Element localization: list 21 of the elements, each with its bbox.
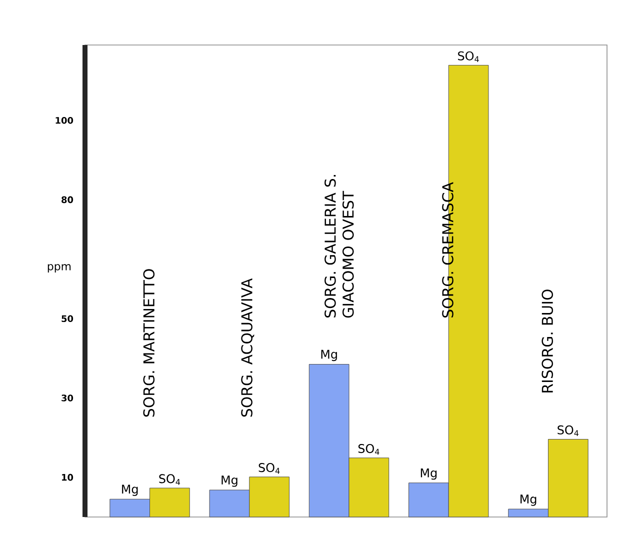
text: Mg xyxy=(420,468,437,480)
text: SO$_{4}$ xyxy=(258,463,280,474)
text: Mg xyxy=(122,484,138,496)
x-tick-label: RISORG. BUIO xyxy=(542,290,554,392)
text: SO$_{4}$ xyxy=(558,425,578,436)
y-tick-label: 50 xyxy=(62,315,74,322)
x-tick-label: SORG. CREMASCA xyxy=(442,182,454,318)
y-tick-label: 80 xyxy=(62,196,74,204)
x-tick-label: SORG. GALLERIA S. GIACOMO OVEST xyxy=(324,175,354,318)
y-axis-title: ppm xyxy=(48,264,71,272)
series-label: SO$_{4}$ xyxy=(159,474,180,485)
x-tick-label: SORG. ACQUAVIVA xyxy=(241,278,254,417)
y-tick-label: 10 xyxy=(62,474,74,481)
series-label: Mg xyxy=(321,350,337,362)
text: Mg xyxy=(520,494,536,506)
text: SO$_{4}$ xyxy=(458,51,479,62)
y-tick-label: 100 xyxy=(56,116,74,124)
text: Mg xyxy=(222,476,238,487)
text: SO$_{4}$ xyxy=(358,444,380,455)
x-tick-label: SORG. MARTINETTO xyxy=(143,269,155,417)
y-tick-label: 30 xyxy=(62,394,74,402)
